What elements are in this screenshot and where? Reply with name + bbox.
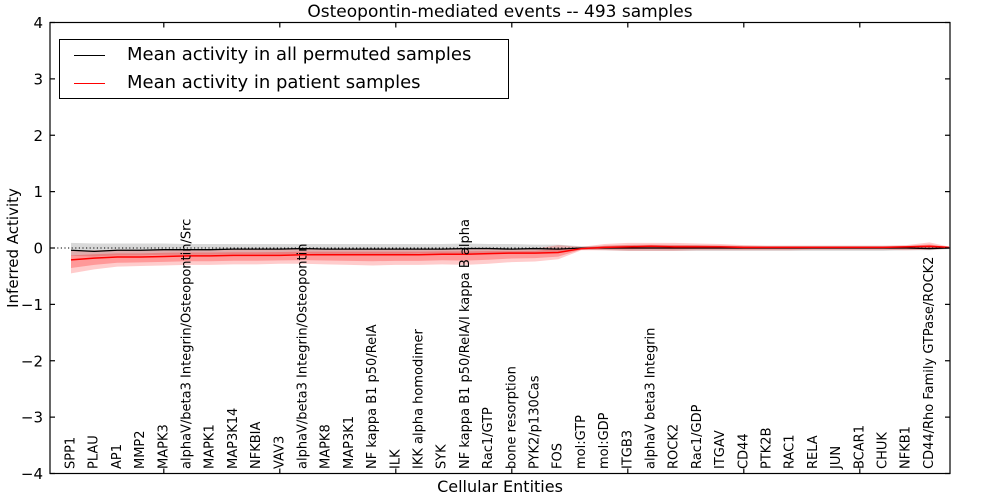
band-patient-inner xyxy=(71,244,949,268)
x-entity-label: Rac1/GTP xyxy=(481,407,496,469)
x-entity-label: RELA xyxy=(806,435,821,469)
y-tick-label: −2 xyxy=(21,352,43,370)
x-entity-label: IKK alpha homodimer xyxy=(412,328,427,469)
x-entity-label: SPP1 xyxy=(64,437,79,469)
y-tick-label: 1 xyxy=(33,183,43,201)
x-entity-label: PYK2/p130Cas xyxy=(528,375,543,469)
x-entity-label: ITGB3 xyxy=(620,430,635,469)
x-entity-label: CHUK xyxy=(876,432,891,469)
x-entity-label: mol:GTP xyxy=(574,415,589,469)
x-entity-label: NFKBIA xyxy=(249,422,264,469)
x-entity-label: AP1 xyxy=(110,444,125,469)
x-entity-label: Rac1/GDP xyxy=(690,404,705,469)
x-entity-label: JUN xyxy=(829,446,844,470)
x-entity-label: BCAR1 xyxy=(852,425,867,469)
y-tick-label: −1 xyxy=(21,296,43,314)
x-entity-label: CD44 xyxy=(736,433,751,469)
x-entity-label: ROCK2 xyxy=(667,424,682,469)
x-entity-label: MAPK3 xyxy=(156,424,171,469)
legend-line-patient-icon xyxy=(74,82,105,84)
x-entity-label: NF kappa B1 p50/RelA xyxy=(365,324,380,469)
y-tick-label: −3 xyxy=(21,409,43,427)
legend-entry-permuted: Mean activity in all permuted samples xyxy=(60,41,508,69)
x-entity-label: alphaV beta3 Integrin xyxy=(644,328,659,469)
legend-label-permuted: Mean activity in all permuted samples xyxy=(127,44,472,65)
x-entity-label: PLAU xyxy=(87,435,102,469)
x-entity-label: alphaV/beta3 Integrin/Osteopontin/Src xyxy=(180,219,195,469)
x-entity-label: SYK xyxy=(435,444,450,469)
y-tick-label: −4 xyxy=(21,465,43,483)
x-entity-label: RAC1 xyxy=(783,434,798,469)
y-tick-label: 4 xyxy=(33,14,43,32)
x-entity-label: FOS xyxy=(551,443,566,469)
y-tick-label: 2 xyxy=(33,127,43,145)
x-entity-label: MAPK1 xyxy=(203,424,218,469)
x-entity-label: MAP3K1 xyxy=(342,416,357,469)
x-entity-label: ITGAV xyxy=(713,430,728,469)
y-axis-label: Inferred Activity xyxy=(4,188,22,308)
x-entity-label: MAP3K14 xyxy=(226,408,241,469)
x-entity-label: ILK xyxy=(388,449,403,469)
legend-line-permuted-icon xyxy=(74,54,105,56)
y-tick-label: 0 xyxy=(33,240,43,258)
x-entity-label: VAV3 xyxy=(272,436,287,469)
x-entity-label: NFKB1 xyxy=(899,426,914,469)
band-patient-outer xyxy=(71,242,949,274)
x-axis-label: Cellular Entities xyxy=(437,477,563,496)
x-entity-label: alphaV/beta3 Integrin/Osteopontin xyxy=(296,244,311,469)
x-entity-label: MMP2 xyxy=(133,430,148,469)
legend-entry-patient: Mean activity in patient samples xyxy=(60,69,508,97)
x-entity-label: MAPK8 xyxy=(319,424,334,469)
y-tick-label: 3 xyxy=(33,70,43,88)
x-entity-label: mol:GDP xyxy=(597,412,612,469)
x-entity-label: bone resorption xyxy=(504,366,519,469)
x-entity-label: PTK2B xyxy=(760,428,775,470)
x-entity-label: NF kappa B1 p50/RelA/I kappa B alpha xyxy=(458,219,473,469)
chart-title: Osteopontin-mediated events -- 493 sampl… xyxy=(307,2,693,22)
series-line-patient xyxy=(70,245,950,261)
legend-label-patient: Mean activity in patient samples xyxy=(127,72,421,93)
x-entity-label: CD44/Rho Family GTPase/ROCK2 xyxy=(922,257,937,469)
legend: Mean activity in all permuted samples Me… xyxy=(59,39,509,99)
